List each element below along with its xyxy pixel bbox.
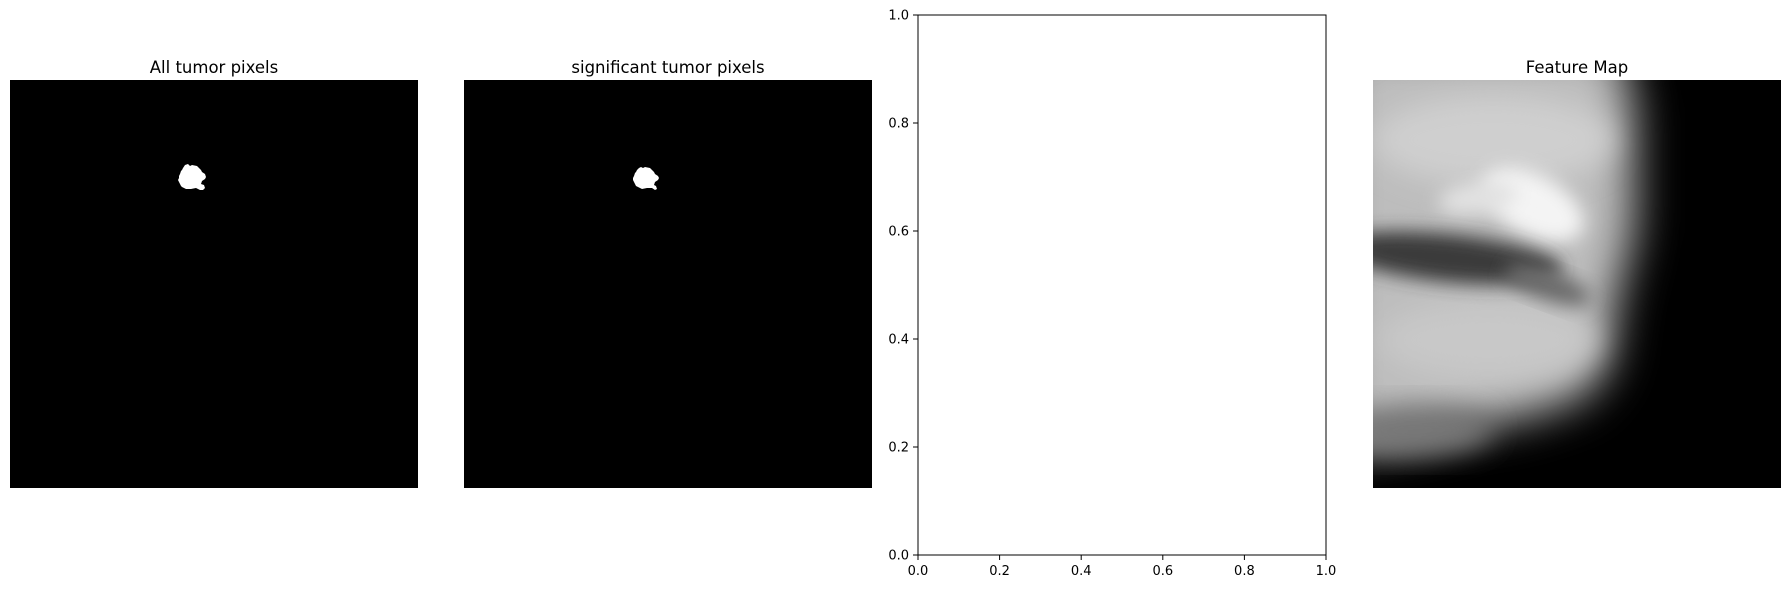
panel-2-image — [464, 80, 872, 488]
x-tick-label: 0.2 — [989, 564, 1010, 579]
panel-2-title: significant tumor pixels — [571, 58, 765, 77]
axes-3: 0.0 0.2 0.4 0.6 0.8 1.0 0.0 0.2 0.4 0.6 0.8 1.0 — [888, 9, 1336, 580]
y-tick-label: 0.6 — [888, 225, 909, 240]
feature-bright-arc-tail — [1438, 181, 1518, 215]
x-tick-label: 0.4 — [1071, 564, 1092, 579]
x-tick-label: 0.6 — [1152, 564, 1173, 579]
y-tick-label: 0.2 — [888, 441, 909, 456]
panel-4-title: Feature Map — [1525, 58, 1629, 77]
x-tick-label: 0.8 — [1234, 564, 1255, 579]
feature-bottom-fade — [1373, 405, 1493, 455]
y-tick-label: 0.4 — [888, 333, 909, 348]
y-tick-label: 0.0 — [888, 549, 909, 564]
y-axis-ticks: 0.0 0.2 0.4 0.6 0.8 1.0 — [888, 9, 918, 564]
axes-3-frame — [917, 14, 1327, 556]
feature-upper-light — [1373, 95, 1613, 185]
panel-1-image — [10, 80, 418, 488]
y-tick-label: 1.0 — [888, 9, 909, 24]
feature-map — [1373, 80, 1781, 488]
x-axis-ticks: 0.0 0.2 0.4 0.6 0.8 1.0 — [908, 555, 1337, 579]
x-tick-label: 0.0 — [908, 564, 929, 579]
mask-background — [10, 80, 418, 488]
feature-dark-band — [1373, 231, 1563, 285]
tumor-blob — [178, 164, 206, 190]
significant-tumor-mask — [464, 80, 872, 488]
all-tumor-mask — [10, 80, 418, 488]
panel-4-image — [1373, 80, 1781, 488]
feature-dark-band-tail — [1505, 264, 1591, 306]
panel-1-title: All tumor pixels — [149, 58, 279, 77]
mask-background — [464, 80, 872, 488]
feature-lower-light — [1378, 300, 1598, 380]
y-tick-label: 0.8 — [888, 117, 909, 132]
tumor-blob — [633, 167, 659, 190]
x-tick-label: 1.0 — [1316, 564, 1337, 579]
